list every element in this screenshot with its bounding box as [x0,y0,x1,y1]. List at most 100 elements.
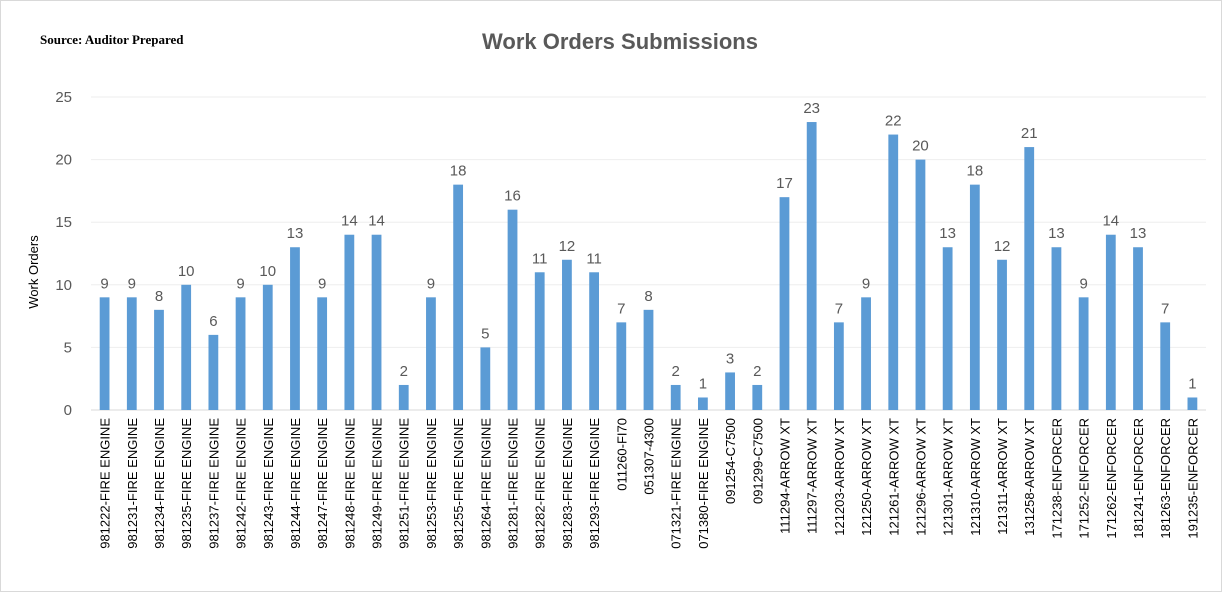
bar [997,259,1007,410]
bar [1105,234,1116,410]
x-tick-label: 191235-ENFORCER [1185,418,1200,539]
bar [888,134,899,410]
x-tick-label: 181241-ENFORCER [1131,418,1146,539]
bar [398,384,409,410]
x-tick-label: 121250-ARROW XT [859,418,874,536]
x-tick-label: 981237-FIRE ENGINE [206,418,221,549]
x-tick-label: 071321-FIRE ENGINE [669,418,684,549]
bar [453,184,464,410]
chart-title: Work Orders Submissions [482,29,758,54]
data-label: 11 [532,250,548,267]
bar [181,284,192,410]
data-label: 10 [178,263,195,280]
data-label: 9 [236,275,244,292]
bar [616,322,627,410]
bar [426,297,436,410]
data-label: 10 [259,263,276,280]
data-label: 9 [128,275,136,292]
x-tick-label: 981282-FIRE ENGINE [533,418,548,549]
x-tick-label: 981249-FIRE ENGINE [370,418,385,549]
bar [371,234,382,410]
y-tick-label: 0 [64,402,72,419]
y-tick-label: 20 [55,152,72,169]
y-tick-label: 25 [55,89,72,106]
bar [290,247,300,410]
x-tick-label: 981235-FIRE ENGINE [179,418,194,549]
bar [725,372,735,410]
y-axis-label: Work Orders [26,235,41,309]
bar [1078,297,1089,410]
x-tick-label: 981293-FIRE ENGINE [587,418,602,549]
bar [1160,322,1171,410]
x-tick-label: 121301-ARROW XT [941,418,956,536]
x-tick-label: 121261-ARROW XT [886,418,901,536]
x-tick-label: 091254-C7500 [723,418,738,504]
data-label: 7 [1161,300,1169,317]
bar [589,272,600,410]
data-label: 17 [776,175,793,192]
x-tick-label: 981243-FIRE ENGINE [261,418,276,549]
bar [1133,247,1143,410]
data-label: 3 [726,350,734,367]
bar [942,247,953,410]
data-label: 2 [672,363,680,380]
data-label: 13 [939,225,956,242]
x-tick-label: 981247-FIRE ENGINE [315,418,330,549]
data-label: 20 [912,138,929,155]
x-tick-label: 981264-FIRE ENGINE [478,418,493,549]
source: Source: Auditor Prepared [40,32,184,47]
data-label: 8 [644,288,652,305]
bar [1024,147,1035,410]
data-label: 9 [862,275,870,292]
y-tick-label: 5 [64,339,72,356]
x-tick-label: 981283-FIRE ENGINE [560,418,575,549]
x-tick-label: 111297-ARROW XT [805,418,820,534]
bar [1187,397,1198,410]
x-tick-label: 121296-ARROW XT [913,418,928,536]
bar [154,309,164,410]
data-label: 2 [753,363,761,380]
data-label: 16 [504,188,521,205]
bar [752,384,763,410]
bar [534,272,545,410]
y-tick-label: 15 [55,214,72,231]
data-label: 18 [450,163,467,180]
data-label: 9 [100,275,108,292]
bar [344,234,355,410]
data-label: 23 [803,100,820,117]
data-label: 22 [885,113,902,130]
data-label: 7 [617,300,625,317]
data-label: 1 [699,375,707,392]
x-tick-label: 981248-FIRE ENGINE [342,418,357,549]
data-label: 5 [481,325,489,342]
bar [562,259,572,410]
data-label: 14 [368,213,385,230]
data-label: 14 [341,213,358,230]
data-label: 9 [318,275,326,292]
x-tick-label: 131258-ARROW XT [1022,418,1037,536]
x-tick-label: 981244-FIRE ENGINE [288,418,303,549]
bar [643,309,654,410]
x-tick-label: 171238-ENFORCER [1049,418,1064,539]
bar [969,184,980,410]
data-label: 2 [400,363,408,380]
bar [317,297,328,410]
x-tick-label: 981251-FIRE ENGINE [397,418,412,549]
bar [126,297,137,410]
data-label: 13 [1048,225,1065,242]
data-label: 14 [1102,213,1119,230]
data-label: 11 [586,250,602,267]
x-tick-label: 171252-ENFORCER [1077,418,1092,539]
x-tick-label: 981231-FIRE ENGINE [125,418,140,549]
data-label: 9 [1079,275,1087,292]
bar [861,297,871,410]
x-tick-label: 121311-ARROW XT [995,418,1010,535]
x-tick-label: 981281-FIRE ENGINE [506,418,521,549]
data-label: 8 [155,288,163,305]
data-label: 6 [209,313,217,330]
bar [806,122,817,410]
data-label: 12 [994,238,1011,255]
bar [779,197,790,410]
data-label: 9 [427,275,435,292]
